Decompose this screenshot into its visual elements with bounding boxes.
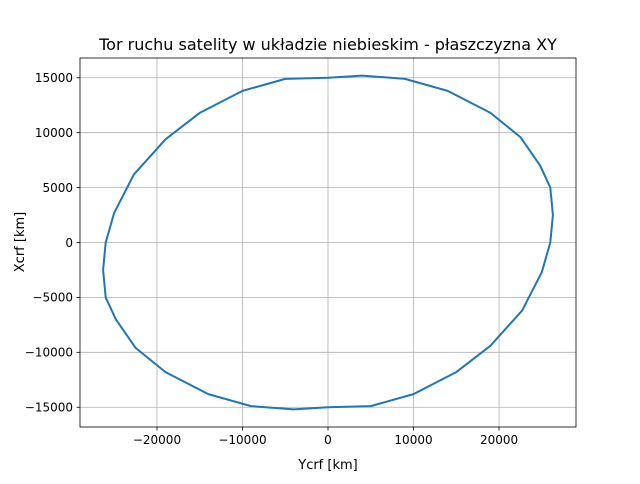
x-tick-label: 0 xyxy=(324,433,332,447)
x-axis-ticks: −20000 −10000 0 10000 20000 xyxy=(133,427,518,447)
x-tick-label: 20000 xyxy=(480,433,518,447)
y-tick-label: 5000 xyxy=(42,181,73,195)
grid xyxy=(80,58,576,427)
y-axis-label: Xcrf [km] xyxy=(13,212,28,272)
y-tick-label: −5000 xyxy=(32,291,73,305)
y-tick-label: −10000 xyxy=(25,346,73,360)
x-tick-label: −20000 xyxy=(133,433,181,447)
y-tick-label: 0 xyxy=(65,236,73,250)
y-tick-label: −15000 xyxy=(25,401,73,415)
x-tick-label: −10000 xyxy=(218,433,266,447)
y-tick-label: 10000 xyxy=(35,126,73,140)
x-axis-label: Ycrf [km] xyxy=(297,458,357,473)
series-layer xyxy=(102,74,554,411)
series-line-0 xyxy=(102,74,554,411)
chart-title: Tor ruchu satelity w układzie niebieskim… xyxy=(98,35,557,54)
x-tick-label: 10000 xyxy=(394,433,432,447)
y-tick-label: 15000 xyxy=(35,71,73,85)
y-axis-ticks: −15000 −10000 −5000 0 5000 10000 15000 xyxy=(25,71,80,415)
